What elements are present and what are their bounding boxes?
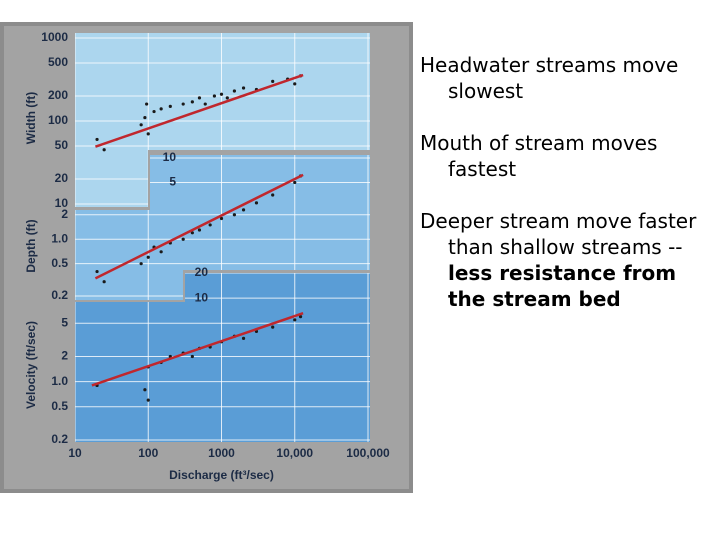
y-axis-label: Depth (ft) xyxy=(24,219,38,272)
y-tick-label: 50 xyxy=(55,138,69,152)
data-point xyxy=(232,213,236,217)
x-tick-label: 100 xyxy=(138,446,158,460)
bullet-text: Mouth of stream moves fastest xyxy=(420,131,658,181)
data-point xyxy=(271,79,275,83)
y-tick-label: 0.5 xyxy=(51,399,68,413)
y-tick-label: 10 xyxy=(163,150,177,164)
bullet: Mouth of stream moves fastest xyxy=(420,130,720,182)
data-point xyxy=(197,96,202,100)
y-tick-label: 10 xyxy=(55,196,69,210)
data-point xyxy=(241,336,246,340)
data-point xyxy=(146,398,150,402)
data-point xyxy=(293,180,297,185)
y-tick-label: 2 xyxy=(61,349,68,363)
y-axis-label: Width (ft) xyxy=(24,92,38,145)
y-axis-label: Velocity (ft/sec) xyxy=(24,321,38,409)
data-point xyxy=(271,325,275,329)
bullet-text: Headwater streams move slowest xyxy=(420,53,679,103)
data-point xyxy=(159,107,163,111)
x-tick-label: 1000 xyxy=(208,446,235,460)
bullet-list: Headwater streams move slowest Mouth of … xyxy=(420,52,720,338)
data-point xyxy=(143,388,147,392)
trend-line xyxy=(91,312,304,387)
data-point xyxy=(102,148,106,152)
data-point xyxy=(143,115,147,120)
y-tick-label: 0.2 xyxy=(51,432,68,446)
trend-line xyxy=(95,73,304,148)
data-point xyxy=(95,137,99,142)
data-point xyxy=(152,109,156,114)
bullet: Headwater streams move slowest xyxy=(420,52,720,104)
data-point xyxy=(212,94,217,98)
data-point xyxy=(293,318,297,322)
y-tick-label: 1000 xyxy=(41,30,68,44)
y-tick-label: 1.0 xyxy=(51,231,68,245)
data-point xyxy=(225,96,229,100)
data-point xyxy=(219,92,224,96)
data-point xyxy=(190,354,194,359)
data-point xyxy=(95,269,99,274)
data-point xyxy=(181,102,185,106)
data-point xyxy=(219,216,224,221)
data-point xyxy=(168,104,172,108)
x-tick-label: 10 xyxy=(68,446,82,460)
x-axis-label: Discharge (ft³/sec) xyxy=(169,468,274,482)
data-point xyxy=(208,223,212,227)
data-point xyxy=(102,280,106,284)
data-point xyxy=(146,132,150,136)
y-tick-label: 20 xyxy=(55,171,69,185)
data-point xyxy=(190,100,194,104)
y-tick-label: 0.5 xyxy=(51,256,68,270)
y-tick-label: 1.0 xyxy=(51,374,68,388)
y-tick-label: 200 xyxy=(48,88,68,102)
data-point xyxy=(298,315,303,319)
y-tick-label: 2 xyxy=(61,207,68,221)
x-tick-label: 10,000 xyxy=(276,446,313,460)
data-point xyxy=(139,262,143,266)
data-point xyxy=(139,123,143,127)
data-point xyxy=(145,102,149,106)
data-point xyxy=(232,89,236,93)
data-point xyxy=(197,228,202,232)
data-point xyxy=(241,86,246,90)
y-tick-label: 0.2 xyxy=(51,288,68,302)
y-tick-label: 500 xyxy=(48,55,68,69)
data-point xyxy=(190,231,194,235)
bullet: Deeper stream move faster than shallow s… xyxy=(420,208,720,312)
figure: 1000 500 200 100 50 20 10 Width (ft) 10 5 2 1.0 0.5 0… xyxy=(0,22,413,493)
data-point xyxy=(146,255,150,259)
panel xyxy=(75,273,370,442)
bullet-text: Deeper stream move faster than shallow s… xyxy=(420,209,697,259)
data-point xyxy=(293,82,297,86)
trend-line xyxy=(94,173,304,280)
bullet-emphasis: less resistance from the stream bed xyxy=(448,261,677,311)
data-point xyxy=(203,102,207,106)
y-tick-label: 10 xyxy=(195,290,209,304)
data-point xyxy=(241,208,246,212)
y-tick-label: 20 xyxy=(195,265,209,279)
x-tick-label: 100,000 xyxy=(346,446,390,460)
y-tick-label: 100 xyxy=(48,113,68,127)
data-point xyxy=(181,237,185,241)
y-tick-label: 5 xyxy=(61,315,68,329)
data-point xyxy=(254,201,259,205)
data-point xyxy=(159,250,163,254)
data-point xyxy=(271,193,275,197)
y-tick-label: 5 xyxy=(169,175,176,189)
